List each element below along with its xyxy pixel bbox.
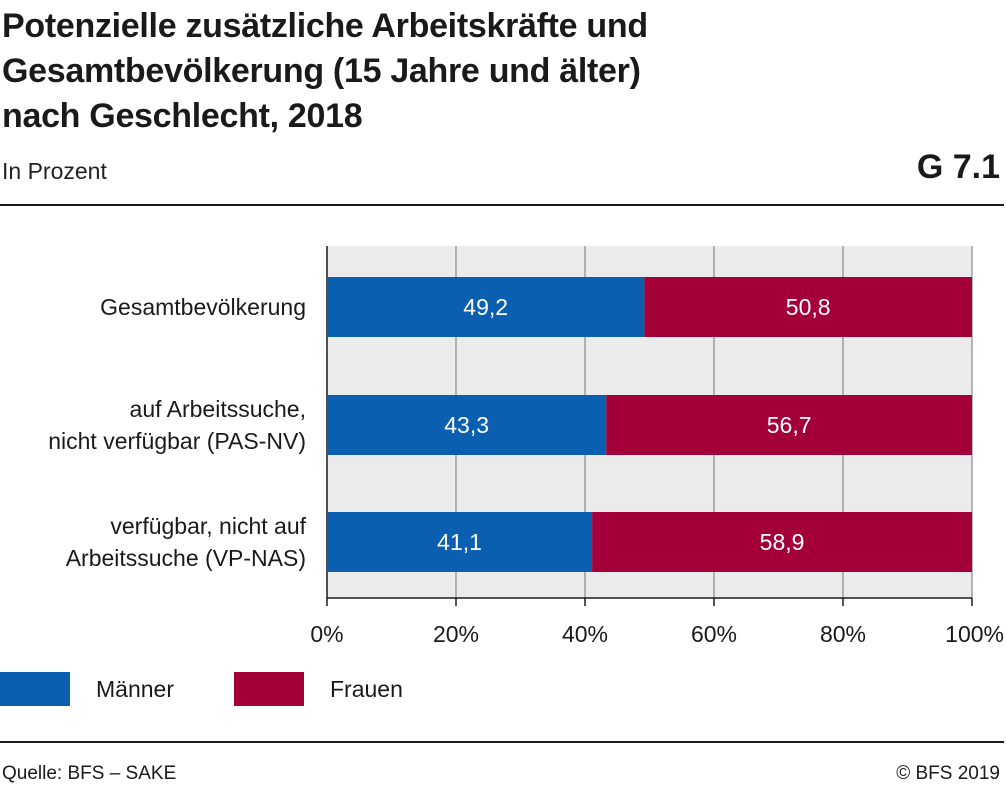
source-note: Quelle: BFS – SAKE [2,763,177,784]
data-label-frauen-1: 56,7 [767,412,812,438]
copyright-note: © BFS 2019 [896,763,1000,784]
bar-frauen-0 [644,277,972,337]
x-tick-label-60: 60% [691,621,737,647]
chart-title: Potenzielle zusätzliche Arbeitskräfte un… [2,4,862,139]
legend: Männer Frauen [0,672,463,706]
legend-swatch-maenner [0,672,70,706]
x-tick-label-80: 80% [820,621,866,647]
chart-id: G 7.1 [916,148,1000,186]
bar-chart: 0% 20% 40% 60% 80% 100% 49,2 50,8 Gesamtbevölker… [48,246,1004,647]
legend-label-maenner: Männer [96,675,174,702]
x-tick-label-20: 20% [433,621,479,647]
bar-frauen-2 [592,512,972,572]
category-label-2-0: verfügbar, nicht auf [110,513,306,539]
data-label-männer-2: 41,1 [437,529,482,555]
chart-title-line-2: Gesamtbevölkerung (15 Jahre und älter) [2,52,641,90]
x-tick-label-100: 100% [945,621,1004,647]
data-label-männer-1: 43,3 [444,412,489,438]
category-label-1-0: auf Arbeitssuche, [130,396,306,422]
legend-item-frauen: Frauen [233,672,403,706]
legend-label-frauen: Frauen [329,675,403,702]
bar-männer-2 [327,512,593,572]
chart-title-line-1: Potenzielle zusätzliche Arbeitskräfte un… [2,7,648,45]
data-label-frauen-2: 58,9 [760,529,805,555]
chart-title-line-3: nach Geschlecht, 2018 [2,97,363,135]
bar-männer-1 [327,395,607,455]
category-label-2-1: Arbeitssuche (VP-NAS) [66,545,306,571]
legend-swatch-frauen [233,672,304,706]
bar-frauen-1 [606,395,972,455]
legend-item-maenner: Männer [0,672,174,706]
category-label-0-0: Gesamtbevölkerung [100,294,306,320]
data-label-männer-0: 49,2 [463,294,508,320]
category-label-1-1: nicht verfügbar (PAS-NV) [48,428,306,454]
top-divider [0,204,1004,206]
bar-männer-0 [327,277,645,337]
x-tick-label-40: 40% [562,621,608,647]
x-tick-label-0: 0% [310,621,343,647]
data-label-frauen-0: 50,8 [786,294,831,320]
bottom-divider [0,741,1004,743]
chart-subtitle: In Prozent [2,158,107,184]
